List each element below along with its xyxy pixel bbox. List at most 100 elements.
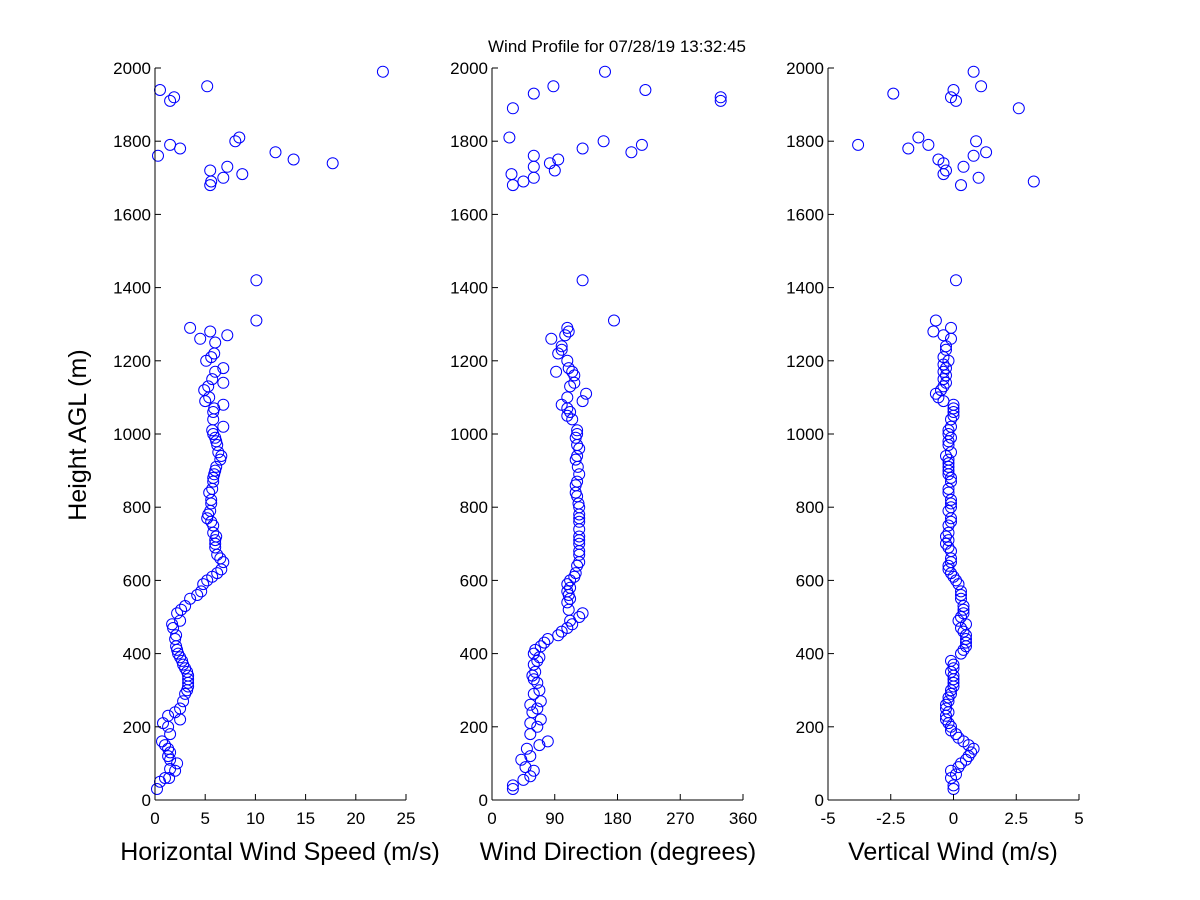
direction-point	[505, 168, 518, 181]
direction-point	[573, 515, 586, 528]
speed-y-tick-label: 800	[123, 498, 151, 517]
speed-point	[170, 629, 183, 642]
direction-point	[573, 442, 586, 455]
vertical-point	[942, 563, 955, 576]
speed-point	[206, 373, 219, 386]
vertical-y-tick-label: 0	[815, 791, 824, 810]
direction-point	[625, 146, 638, 159]
vertical-point	[947, 658, 960, 671]
vertical-x-tick-label: 0	[949, 809, 958, 828]
direction-point	[527, 764, 540, 777]
vertical-point	[937, 373, 950, 386]
direction-point	[545, 332, 558, 345]
vertical-point	[945, 724, 957, 737]
speed-x-tick-label: 15	[296, 809, 315, 828]
vertical-y-tick-label: 1400	[786, 279, 824, 298]
vertical-point	[940, 164, 952, 177]
direction-point	[573, 611, 586, 623]
speed-point	[217, 376, 230, 389]
vertical-point	[957, 600, 970, 612]
vertical-x-tick-label: -5	[820, 809, 835, 828]
vertical-point	[945, 764, 957, 777]
direction-point	[576, 607, 589, 620]
vertical-point	[940, 343, 952, 356]
direction-y-tick-label: 1000	[450, 425, 488, 444]
direction-point	[559, 329, 572, 342]
speed-point	[250, 274, 263, 287]
speed-point	[214, 552, 227, 565]
vertical-point	[942, 695, 955, 708]
direction-point	[552, 629, 565, 642]
speed-point	[164, 94, 177, 107]
direction-x-axis-label: Wind Direction (degrees)	[480, 838, 757, 866]
direction-point	[527, 149, 540, 162]
direction-point	[541, 735, 554, 748]
speed-point	[217, 556, 230, 569]
direction-markers	[503, 65, 727, 795]
speed-point	[209, 365, 222, 378]
direction-x-tick-label: 360	[729, 809, 757, 828]
vertical-point	[912, 131, 925, 144]
direction-point	[517, 773, 530, 786]
direction-point	[572, 497, 585, 510]
vertical-point	[942, 504, 955, 517]
speed-point	[164, 728, 177, 741]
vertical-point	[975, 80, 988, 93]
speed-y-tick-label: 1800	[113, 132, 151, 151]
speed-point	[217, 398, 230, 411]
direction-point	[561, 354, 574, 367]
speed-point	[217, 171, 230, 184]
vertical-point	[945, 501, 957, 514]
direction-y-tick-label: 1600	[450, 205, 488, 224]
speed-y-tick-label: 1400	[113, 279, 151, 298]
direction-point	[506, 779, 519, 792]
speed-point	[204, 164, 217, 177]
vertical-y-tick-label: 800	[796, 498, 824, 517]
direction-x-tick-label: 180	[603, 809, 631, 828]
direction-point	[571, 428, 584, 440]
direction-y-tick-label: 400	[460, 645, 488, 664]
vertical-point	[980, 146, 993, 159]
vertical-point	[945, 413, 957, 426]
direction-point	[534, 640, 547, 653]
vertical-point	[955, 179, 967, 192]
speed-y-tick-label: 2000	[113, 59, 151, 78]
direction-point	[531, 720, 544, 733]
direction-point	[573, 468, 586, 481]
vertical-point	[937, 157, 950, 170]
vertical-point	[922, 138, 935, 151]
vertical-point	[967, 149, 980, 162]
speed-y-tick-label: 200	[123, 718, 151, 737]
vertical-point	[947, 676, 960, 689]
speed-point	[201, 80, 214, 93]
vertical-point	[940, 376, 952, 389]
speed-x-axis-label: Horizontal Wind Speed (m/s)	[120, 838, 440, 866]
speed-point	[203, 486, 216, 499]
direction-y-tick-label: 200	[460, 718, 488, 737]
direction-point	[506, 102, 519, 115]
vertical-point	[965, 746, 978, 759]
direction-point	[503, 131, 516, 144]
vertical-point	[957, 603, 970, 616]
vertical-point	[929, 314, 942, 327]
speed-y-tick-label: 1000	[113, 425, 151, 444]
vertical-point	[957, 160, 970, 173]
speed-point	[233, 131, 246, 144]
speed-point	[229, 135, 242, 148]
vertical-point	[942, 482, 955, 495]
direction-y-tick-label: 0	[479, 791, 488, 810]
direction-point	[519, 761, 532, 774]
direction-x-tick-label: 270	[666, 809, 694, 828]
vertical-point	[887, 87, 900, 100]
vertical-point	[952, 731, 965, 744]
direction-point	[524, 750, 537, 763]
speed-point	[376, 65, 389, 78]
direction-axes: 0 90 180 270 360 0 200 400 600 800 1000 1200 1400 160…	[450, 59, 757, 828]
vertical-point	[942, 526, 955, 539]
speed-y-tick-label: 0	[142, 791, 151, 810]
direction-point	[573, 537, 586, 550]
direction-y-tick-label: 2000	[450, 59, 488, 78]
speed-point	[191, 589, 204, 601]
speed-point	[162, 709, 175, 722]
direction-y-tick-label: 1400	[450, 279, 488, 298]
